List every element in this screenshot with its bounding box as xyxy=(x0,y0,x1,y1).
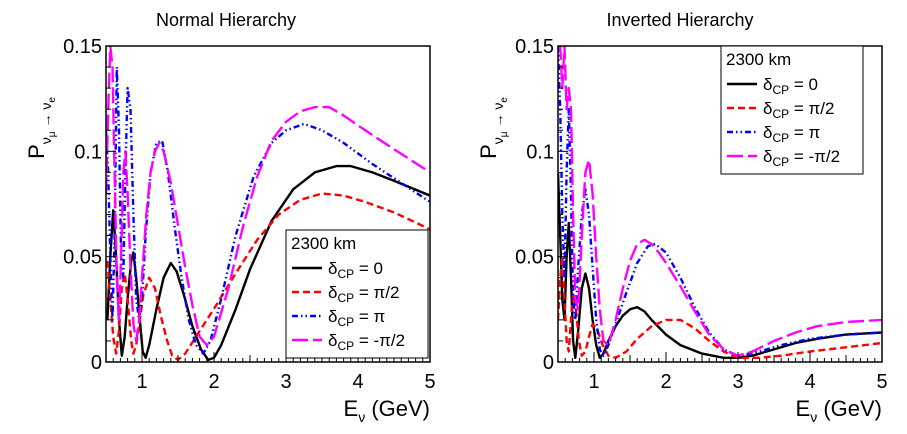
legend-title: 2300 km xyxy=(726,50,791,69)
plot-frame xyxy=(557,45,883,363)
y-axis-label: Pνμ → νe xyxy=(476,97,510,159)
x-axis-label: Eν (GeV) xyxy=(344,396,430,425)
legend-box xyxy=(720,45,864,175)
chart-inverted-hierarchy: Inverted Hierarchy Pνμ → νe 1 2 3 4 5 0 0.05 0.… xyxy=(476,10,888,425)
legend-box xyxy=(285,229,429,359)
legend-label-0: δCP = 0 xyxy=(328,259,383,281)
chart-title: Normal Hierarchy xyxy=(156,10,296,30)
plot-frame xyxy=(105,45,431,363)
legend-label-3: δCP = -π/2 xyxy=(328,331,405,353)
legend-title: 2300 km xyxy=(291,234,356,253)
x-axis-label: Eν (GeV) xyxy=(796,396,882,425)
series-line-3 xyxy=(106,46,430,347)
legend-label-1: δCP = π/2 xyxy=(763,99,834,121)
series-line-1 xyxy=(106,192,430,362)
series-line-0 xyxy=(558,172,882,359)
x-tick-label: 4 xyxy=(804,371,815,393)
series-line-0 xyxy=(106,164,430,362)
legend-label-1: δCP = π/2 xyxy=(328,283,399,305)
legend-label-3: δCP = -π/2 xyxy=(763,147,840,169)
x-tick-label: 3 xyxy=(280,371,291,393)
x-tick-label: 5 xyxy=(876,371,887,393)
y-tick-label: 0.15 xyxy=(63,36,102,58)
chart-normal-hierarchy: Normal Hierarchy Pνμ → νe 1 2 3 4 5 0 0.05 0.1 0… xyxy=(24,10,436,425)
x-tick-label: 2 xyxy=(208,371,219,393)
x-tick-label: 3 xyxy=(732,371,743,393)
y-tick-label: 0.15 xyxy=(515,36,554,58)
plot-lines xyxy=(106,46,430,362)
x-tick-label: 1 xyxy=(588,371,599,393)
x-tick-label: 5 xyxy=(424,371,435,393)
y-tick-label: 0 xyxy=(91,352,102,374)
series-line-1 xyxy=(558,255,882,359)
legend-label-0: δCP = 0 xyxy=(763,75,818,97)
axis-ticks: 1 2 3 4 5 0 0.05 0.1 0.15 xyxy=(63,36,436,393)
legend-label-2: δCP = π xyxy=(763,123,820,145)
x-tick-label: 2 xyxy=(660,371,671,393)
legend-label-2: δCP = π xyxy=(328,307,385,329)
chart-title: Inverted Hierarchy xyxy=(606,10,753,30)
y-tick-label: 0.1 xyxy=(526,141,554,163)
x-tick-label: 4 xyxy=(352,371,363,393)
y-tick-label: 0.05 xyxy=(63,247,102,269)
y-tick-label: 0 xyxy=(543,352,554,374)
axis-ticks: 1 2 3 4 5 0 0.05 0.1 0.15 xyxy=(515,36,888,393)
y-axis-label: Pνμ → νe xyxy=(24,97,58,159)
y-tick-label: 0.1 xyxy=(74,141,102,163)
y-tick-label: 0.05 xyxy=(515,247,554,269)
x-tick-label: 1 xyxy=(136,371,147,393)
